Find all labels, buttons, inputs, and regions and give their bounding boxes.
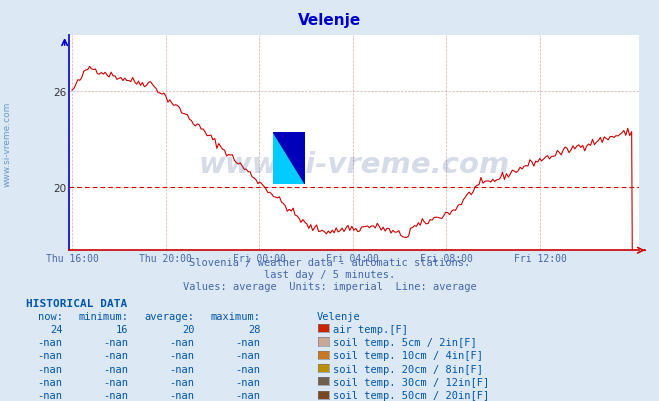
Text: -nan: -nan: [38, 337, 63, 347]
Text: Values: average  Units: imperial  Line: average: Values: average Units: imperial Line: av…: [183, 282, 476, 292]
Text: -nan: -nan: [169, 364, 194, 374]
Text: average:: average:: [144, 311, 194, 321]
Text: www.si-vreme.com: www.si-vreme.com: [198, 151, 510, 179]
Text: -nan: -nan: [38, 364, 63, 374]
Text: maximum:: maximum:: [210, 311, 260, 321]
Text: -nan: -nan: [103, 350, 129, 360]
Text: 16: 16: [116, 324, 129, 334]
Text: -nan: -nan: [169, 377, 194, 387]
Text: soil temp. 50cm / 20in[F]: soil temp. 50cm / 20in[F]: [333, 390, 490, 400]
Text: -nan: -nan: [235, 390, 260, 400]
Polygon shape: [273, 132, 305, 184]
Text: -nan: -nan: [103, 390, 129, 400]
Text: air temp.[F]: air temp.[F]: [333, 324, 409, 334]
Text: Slovenia / weather data - automatic stations.: Slovenia / weather data - automatic stat…: [189, 257, 470, 267]
Text: minimum:: minimum:: [78, 311, 129, 321]
Text: Velenje: Velenje: [316, 311, 360, 321]
Text: soil temp. 5cm / 2in[F]: soil temp. 5cm / 2in[F]: [333, 337, 477, 347]
Text: soil temp. 30cm / 12in[F]: soil temp. 30cm / 12in[F]: [333, 377, 490, 387]
Text: -nan: -nan: [38, 390, 63, 400]
Text: -nan: -nan: [169, 337, 194, 347]
Text: soil temp. 20cm / 8in[F]: soil temp. 20cm / 8in[F]: [333, 364, 484, 374]
Text: www.si-vreme.com: www.si-vreme.com: [3, 102, 12, 187]
Text: -nan: -nan: [235, 337, 260, 347]
Text: -nan: -nan: [38, 350, 63, 360]
Text: soil temp. 10cm / 4in[F]: soil temp. 10cm / 4in[F]: [333, 350, 484, 360]
Text: -nan: -nan: [235, 350, 260, 360]
Text: -nan: -nan: [103, 364, 129, 374]
Text: -nan: -nan: [169, 390, 194, 400]
Text: 20: 20: [182, 324, 194, 334]
Text: -nan: -nan: [38, 377, 63, 387]
Text: -nan: -nan: [103, 377, 129, 387]
Text: -nan: -nan: [235, 377, 260, 387]
Text: 28: 28: [248, 324, 260, 334]
Text: now:: now:: [38, 311, 63, 321]
Polygon shape: [273, 132, 305, 184]
Text: 24: 24: [50, 324, 63, 334]
Text: -nan: -nan: [235, 364, 260, 374]
Text: -nan: -nan: [169, 350, 194, 360]
Text: HISTORICAL DATA: HISTORICAL DATA: [26, 299, 128, 309]
Text: -nan: -nan: [103, 337, 129, 347]
Text: Velenje: Velenje: [298, 13, 361, 28]
Text: last day / 5 minutes.: last day / 5 minutes.: [264, 269, 395, 279]
Polygon shape: [273, 132, 305, 184]
